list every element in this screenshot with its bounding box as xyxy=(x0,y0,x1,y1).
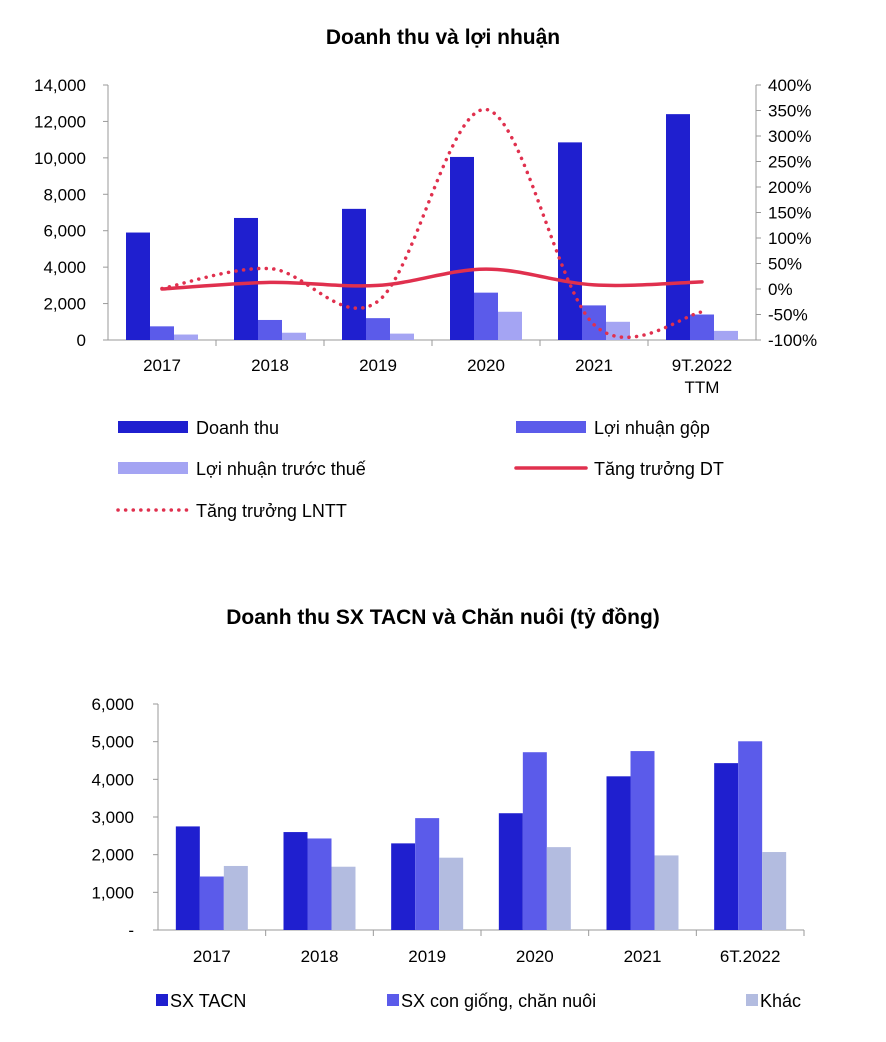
bar xyxy=(546,847,571,930)
legend-swatch xyxy=(746,994,758,1006)
bar xyxy=(450,156,474,340)
bar xyxy=(415,818,440,930)
legend-swatch xyxy=(118,462,188,474)
y-tick-label: 4,000 xyxy=(91,770,134,789)
bar xyxy=(199,876,224,930)
chart-title: Doanh thu và lợi nhuận xyxy=(325,26,561,49)
series-line xyxy=(160,107,704,339)
bar xyxy=(126,232,150,340)
y-tick-label: 12,000 xyxy=(34,112,86,131)
bar xyxy=(558,142,582,340)
series-line xyxy=(160,267,704,291)
legend-swatch xyxy=(516,421,586,433)
bar xyxy=(738,741,763,930)
bar xyxy=(342,208,366,340)
y2-tick-label: 300% xyxy=(768,127,811,146)
y2-tick-label: 400% xyxy=(768,76,811,95)
x-tick-label: 2018 xyxy=(251,356,289,375)
bar xyxy=(630,751,655,930)
bar xyxy=(390,333,414,340)
bar xyxy=(714,330,738,340)
y2-tick-label: 50% xyxy=(768,255,802,274)
y2-tick-label: -50% xyxy=(768,306,808,325)
legend-swatch xyxy=(387,994,399,1006)
y-tick-label: 0 xyxy=(77,331,86,350)
bar xyxy=(606,321,630,340)
y-tick-label: 14,000 xyxy=(34,76,86,95)
x-tick-label: 2017 xyxy=(193,947,231,966)
bar xyxy=(283,832,308,930)
x-tick-label: 2020 xyxy=(516,947,554,966)
y2-tick-label: -100% xyxy=(768,331,817,350)
y-tick-label: 10,000 xyxy=(34,149,86,168)
bar xyxy=(522,752,547,930)
bar xyxy=(474,292,498,340)
bar xyxy=(223,865,248,930)
x-tick-label: 2021 xyxy=(575,356,613,375)
x-tick-label: 2020 xyxy=(467,356,505,375)
legend-label: SX TACN xyxy=(170,991,246,1011)
bar xyxy=(331,866,356,930)
y2-tick-label: 200% xyxy=(768,178,811,197)
legend-swatch xyxy=(118,421,188,433)
bar xyxy=(606,776,631,930)
y-tick-label: 2,000 xyxy=(43,295,86,314)
revenue-profit-plot: 0 2,000 4,000 6,000 8,000 10,000 12,000 14,000 -… xyxy=(34,76,817,521)
legend-label: Lợi nhuận gộp xyxy=(594,418,710,438)
y2-tick-label: 0% xyxy=(768,280,793,299)
y2-tick-label: 150% xyxy=(768,204,811,223)
x-tick-label: 9T.2022 xyxy=(672,356,733,375)
y-tick-label: 2,000 xyxy=(91,846,134,865)
revenue-profit-chart: Doanh thu và lợi nhuận 0 2,000 4,000 6,000 8… xyxy=(34,26,817,521)
legend-swatch xyxy=(156,994,168,1006)
bar xyxy=(714,763,739,930)
legend-label: Khác xyxy=(760,991,801,1011)
bar xyxy=(175,826,200,930)
legend-label: Doanh thu xyxy=(196,418,279,438)
y-tick-label: 8,000 xyxy=(43,185,86,204)
bar xyxy=(439,857,464,930)
legend-label: Lợi nhuận trước thuế xyxy=(196,459,366,479)
bar xyxy=(258,319,282,340)
y-tick-label: 4,000 xyxy=(43,258,86,277)
bar xyxy=(498,311,522,340)
x-tick-label: 2019 xyxy=(359,356,397,375)
chart-title: Doanh thu SX TACN và Chăn nuôi (tỷ đồng) xyxy=(226,606,660,629)
bar xyxy=(498,813,523,930)
y2-tick-label: 350% xyxy=(768,102,811,121)
feed-livestock-revenue-chart: Doanh thu SX TACN và Chăn nuôi (tỷ đồng)… xyxy=(0,590,886,1042)
bar xyxy=(762,852,787,930)
legend-label: Tăng trưởng LNTT xyxy=(196,501,347,521)
bar xyxy=(654,855,679,930)
bar xyxy=(307,838,332,930)
x-tick-label: 2019 xyxy=(408,947,446,966)
legend-label: SX con giống, chăn nuôi xyxy=(401,991,596,1011)
feed-livestock-plot: - 1,000 2,000 3,000 4,000 5,000 6,000 2017 2018 2… xyxy=(91,695,805,1011)
bar xyxy=(366,318,390,340)
x-tick-label: 6T.2022 xyxy=(720,947,781,966)
bar xyxy=(150,326,174,340)
x-tick-label: 2021 xyxy=(624,947,662,966)
y-tick-label: 6,000 xyxy=(43,222,86,241)
y-tick-label: - xyxy=(128,921,134,940)
y-tick-label: 3,000 xyxy=(91,808,134,827)
y-tick-label: 6,000 xyxy=(91,695,134,714)
y2-tick-label: 100% xyxy=(768,229,811,248)
bar xyxy=(582,305,606,340)
legend-label: Tăng trưởng DT xyxy=(594,459,724,479)
bar xyxy=(690,314,714,340)
y2-tick-label: 250% xyxy=(768,153,811,172)
y-tick-label: 5,000 xyxy=(91,733,134,752)
bar xyxy=(282,332,306,340)
x-tick-label: 2017 xyxy=(143,356,181,375)
x-tick-label: TTM xyxy=(685,378,720,397)
bar xyxy=(234,217,258,340)
y-tick-label: 1,000 xyxy=(91,883,134,902)
bar xyxy=(174,334,198,340)
bar xyxy=(666,114,690,341)
x-tick-label: 2018 xyxy=(301,947,339,966)
bar xyxy=(391,843,416,930)
